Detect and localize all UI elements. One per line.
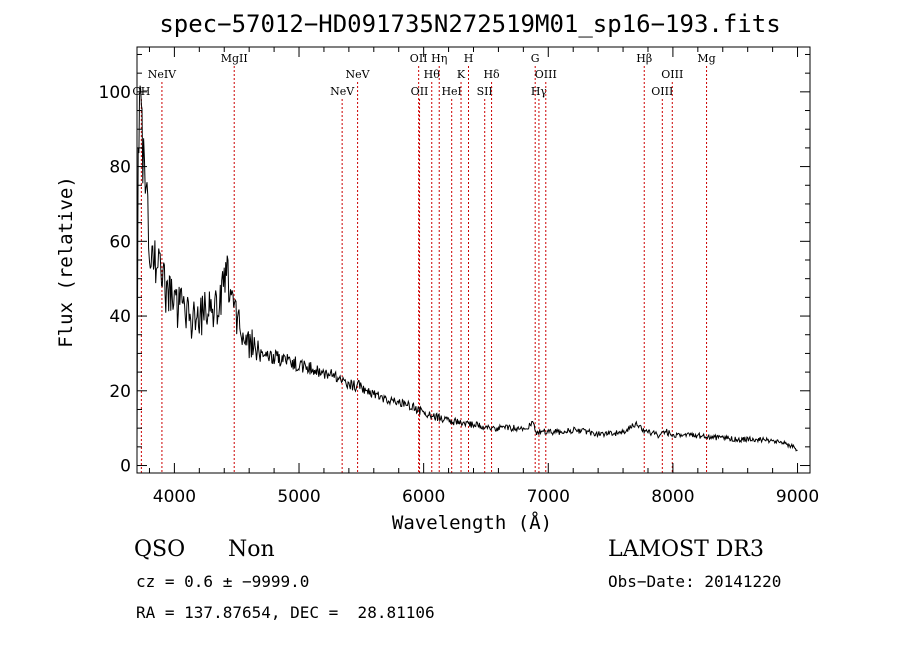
line-label-19: OIII xyxy=(661,68,683,81)
line-label-15: Hγ xyxy=(531,85,548,98)
line-label-4: NeV xyxy=(346,68,371,81)
x-tick-label: 6000 xyxy=(402,487,445,507)
line-label-5: OII xyxy=(410,52,428,65)
y-tick-label: 80 xyxy=(109,158,131,178)
line-label-6: OII xyxy=(411,85,429,98)
x-tick-label: 7000 xyxy=(527,487,570,507)
chart-title: spec−57012−HD091735N272519M01_sp16−193.f… xyxy=(159,10,780,38)
y-tick-label: 0 xyxy=(120,457,131,477)
object-class: QSO xyxy=(134,537,186,562)
line-label-1: NeIV xyxy=(148,68,177,81)
line-label-14: G xyxy=(531,52,540,65)
line-label-9: HeI xyxy=(441,85,461,98)
y-tick-label: 20 xyxy=(109,382,131,402)
x-axis-label: Wavelength (Å) xyxy=(392,511,552,534)
obs-date: Obs−Date: 20141220 xyxy=(608,572,782,591)
plot-area: CHNeIVMgIINeVNeVOIIOIIHθHηHeIKHSIIHδGHγO… xyxy=(99,46,819,507)
line-label-11: H xyxy=(464,52,474,65)
line-label-20: Mg xyxy=(697,52,715,65)
coordinates: RA = 137.87654, DEC = 28.81106 xyxy=(136,603,435,622)
line-label-8: Hη xyxy=(431,52,447,65)
y-tick-label: 40 xyxy=(109,307,131,327)
redshift-cz: cz = 0.6 ± −9999.0 xyxy=(136,572,310,591)
line-label-12: SII xyxy=(477,85,493,98)
y-tick-label: 100 xyxy=(99,83,131,103)
x-tick-label: 4000 xyxy=(153,487,196,507)
line-label-7: Hθ xyxy=(424,68,441,81)
line-label-17: Hβ xyxy=(636,52,652,65)
line-label-3: NeV xyxy=(330,85,355,98)
object-subclass: Non xyxy=(228,537,275,562)
survey-name: LAMOST DR3 xyxy=(608,537,764,562)
x-tick-label: 9000 xyxy=(776,487,819,507)
line-label-13: Hδ xyxy=(483,68,500,81)
spectrum-line xyxy=(136,85,798,452)
y-tick-label: 60 xyxy=(109,232,131,252)
line-label-18: OIII xyxy=(651,85,673,98)
line-label-10: K xyxy=(457,68,466,81)
line-label-2: MgII xyxy=(221,52,248,65)
x-tick-label: 5000 xyxy=(277,487,320,507)
y-axis-label: Flux (relative) xyxy=(55,176,77,348)
plot-frame xyxy=(136,46,811,474)
line-label-16: OIII xyxy=(535,68,557,81)
x-tick-label: 8000 xyxy=(651,487,694,507)
